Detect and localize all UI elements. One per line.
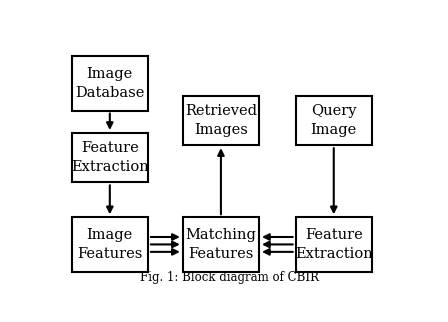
Text: Fig. 1: Block diagram of CBIR: Fig. 1: Block diagram of CBIR	[140, 271, 319, 284]
FancyBboxPatch shape	[72, 133, 148, 183]
FancyBboxPatch shape	[296, 96, 372, 145]
Text: Image
Features: Image Features	[77, 228, 142, 261]
FancyBboxPatch shape	[72, 56, 148, 110]
FancyBboxPatch shape	[183, 217, 259, 272]
FancyBboxPatch shape	[183, 96, 259, 145]
Text: Image
Database: Image Database	[75, 67, 145, 100]
Text: Feature
Extraction: Feature Extraction	[71, 141, 149, 175]
Text: Query
Image: Query Image	[310, 104, 357, 137]
Text: Matching
Features: Matching Features	[185, 228, 256, 261]
FancyBboxPatch shape	[296, 217, 372, 272]
Text: Retrieved
Images: Retrieved Images	[185, 104, 257, 137]
Text: Feature
Extraction: Feature Extraction	[295, 228, 373, 261]
FancyBboxPatch shape	[72, 217, 148, 272]
